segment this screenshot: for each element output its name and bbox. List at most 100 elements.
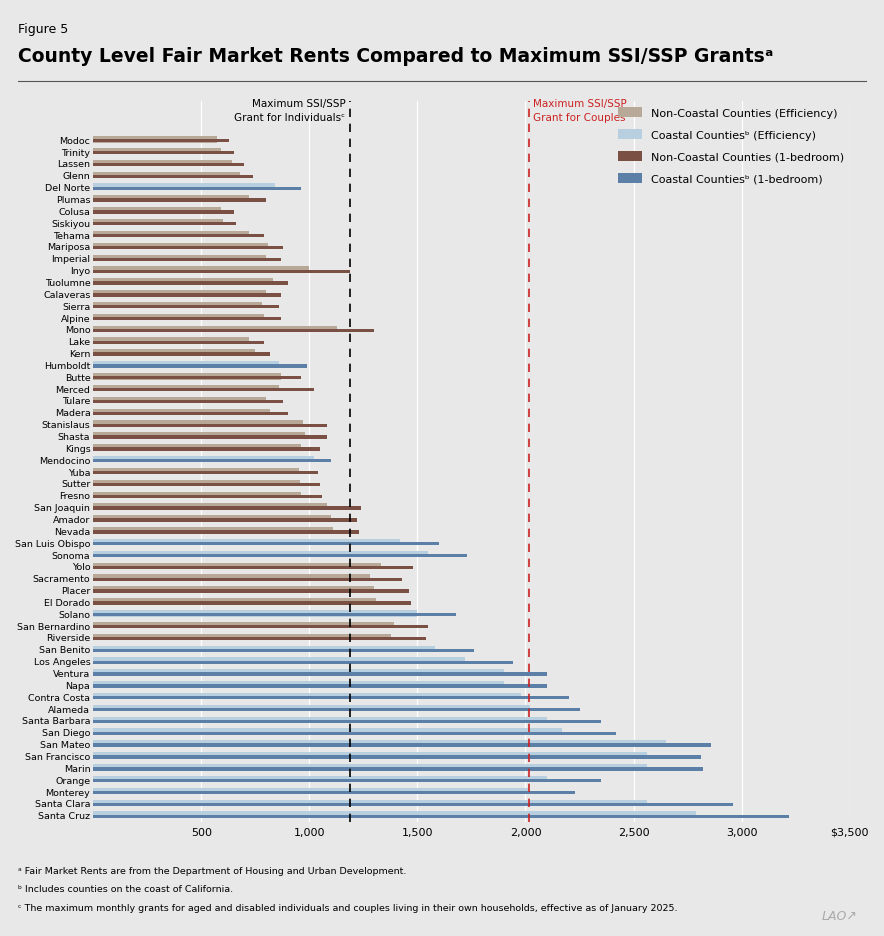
Bar — [93, 314, 264, 321]
Bar — [93, 507, 362, 510]
Bar — [93, 598, 377, 605]
Text: Maximum SSI/SSP
Grant for Couplesᶜ: Maximum SSI/SSP Grant for Couplesᶜ — [533, 99, 629, 123]
Bar — [93, 271, 350, 273]
Bar — [93, 768, 703, 770]
Text: LAO↗: LAO↗ — [821, 909, 857, 922]
Bar — [93, 729, 562, 735]
Bar — [93, 436, 326, 439]
Bar — [93, 637, 426, 640]
Text: Maximum SSI/SSP
Grant for Individualsᶜ: Maximum SSI/SSP Grant for Individualsᶜ — [234, 99, 346, 123]
Bar — [93, 681, 504, 688]
Bar — [93, 575, 370, 581]
Bar — [93, 424, 326, 428]
Bar — [93, 409, 271, 416]
Bar — [93, 231, 248, 238]
Bar — [93, 140, 229, 143]
Bar — [93, 504, 326, 510]
Bar — [93, 282, 287, 285]
Bar — [93, 791, 575, 795]
Bar — [93, 649, 474, 652]
Bar — [93, 694, 522, 700]
Bar — [93, 386, 279, 392]
Bar — [93, 279, 272, 285]
Bar — [93, 258, 281, 262]
Bar — [93, 610, 417, 617]
Bar — [93, 267, 309, 273]
Bar — [93, 684, 547, 688]
Bar — [93, 554, 467, 558]
Bar — [93, 472, 318, 475]
Bar — [93, 483, 320, 487]
Bar — [93, 421, 303, 428]
Bar — [93, 211, 233, 214]
Bar — [93, 432, 305, 439]
Bar — [93, 401, 284, 403]
Bar — [93, 587, 374, 593]
Text: ᵇ Includes counties on the coast of California.: ᵇ Includes counties on the coast of Cali… — [18, 885, 232, 894]
Bar — [93, 256, 266, 262]
Bar — [93, 744, 712, 747]
Bar — [93, 306, 279, 309]
Bar — [93, 445, 301, 451]
Bar — [93, 350, 255, 357]
Bar — [93, 720, 601, 724]
Bar — [93, 622, 393, 629]
Text: ᶜ The maximum monthly grants for aged and disabled individuals and couples livin: ᶜ The maximum monthly grants for aged an… — [18, 903, 677, 913]
Bar — [93, 717, 547, 724]
Legend: Non-Coastal Counties (Efficiency), Coastal Countiesᵇ (Efficiency), Non-Coastal C: Non-Coastal Counties (Efficiency), Coast… — [618, 108, 844, 184]
Bar — [93, 563, 381, 569]
Bar — [93, 220, 223, 227]
Bar — [93, 223, 236, 227]
Bar — [93, 480, 300, 487]
Bar — [93, 317, 281, 321]
Bar — [93, 468, 299, 475]
Bar — [93, 447, 320, 451]
Bar — [93, 669, 504, 676]
Bar — [93, 732, 616, 735]
Bar — [93, 176, 253, 179]
Bar — [93, 814, 789, 818]
Bar — [93, 696, 568, 699]
Bar — [93, 661, 513, 665]
Bar — [93, 373, 281, 380]
Bar — [93, 377, 301, 380]
Bar — [93, 397, 266, 403]
Bar — [93, 578, 402, 581]
Bar — [93, 196, 248, 202]
Bar — [93, 779, 601, 782]
Bar — [93, 164, 245, 167]
Bar — [93, 551, 428, 558]
Bar — [93, 625, 428, 629]
Bar — [93, 590, 408, 593]
Bar — [93, 294, 281, 298]
Bar — [93, 531, 359, 534]
Bar — [93, 495, 323, 499]
Bar — [93, 602, 411, 605]
Bar — [93, 673, 547, 676]
Bar — [93, 365, 307, 368]
Bar — [93, 161, 232, 167]
Bar — [93, 753, 646, 759]
Bar — [93, 776, 547, 782]
Bar — [93, 788, 528, 795]
Bar — [93, 646, 435, 652]
Bar — [93, 528, 333, 534]
Bar — [93, 137, 217, 143]
Bar — [93, 302, 262, 309]
Bar — [93, 516, 331, 522]
Bar — [93, 705, 530, 711]
Bar — [93, 388, 314, 392]
Bar — [93, 342, 264, 344]
Bar — [93, 709, 580, 711]
Bar — [93, 246, 284, 250]
Bar — [93, 184, 275, 191]
Bar — [93, 658, 465, 665]
Bar — [93, 460, 331, 463]
Text: County Level Fair Market Rents Compared to Maximum SSI/SSP Grantsᵃ: County Level Fair Market Rents Compared … — [18, 47, 773, 66]
Bar — [93, 187, 301, 191]
Bar — [93, 291, 266, 298]
Text: Figure 5: Figure 5 — [18, 23, 68, 37]
Bar — [93, 412, 287, 416]
Bar — [93, 327, 338, 333]
Bar — [93, 613, 456, 617]
